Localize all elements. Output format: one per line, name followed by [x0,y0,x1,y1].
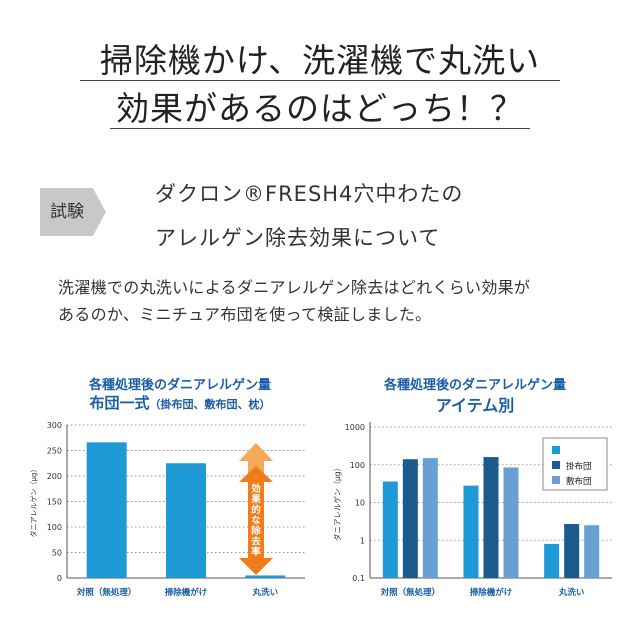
y-tick-label: 100 [47,523,62,532]
legend-swatch [552,461,560,469]
divider [80,80,560,81]
y-tick-label: 1000 [345,423,365,432]
bar [463,485,479,578]
legend-label: 掛布団 [566,461,592,472]
bar [564,523,580,578]
x-tick-label: 丸洗い [252,587,279,598]
chart1-title: 各種処理後のダニアレルゲン量 [88,378,271,393]
annotation-char: 果 [250,495,261,506]
bar [483,457,499,578]
headline-line-2: 効果があるのはどっち！？ [116,89,524,128]
description-line-2: あるのか、ミニチュア布団を使って検証しました。 [58,305,432,324]
subtitle-line-1: ダクロン®FRESH4穴中わたの [155,182,464,206]
annotation-char: な [251,516,261,527]
chart1-subtitle-note: （掛布団、敷布団、枕） [149,398,271,411]
bar [245,575,286,578]
y-axis-label: ダニアレルゲン（µg） [29,466,38,538]
y-tick-label: 10 [355,499,365,508]
bar [584,525,600,578]
y-tick-label: 300 [47,421,62,430]
y-tick-label: 100 [350,461,365,470]
y-tick-label: 0.1 [352,574,365,583]
y-tick-label: 200 [47,472,62,481]
bar [402,459,418,578]
y-tick-label: 0 [57,574,62,583]
description-line-1: 洗濯機での丸洗いによるダニアレルゲン除去はどれくらい効果が [58,278,531,297]
reduction-arrow [239,466,273,575]
bar [382,481,398,578]
chart1-subtitle: 布団一式（掛布団、敷布団、枕） [40,392,320,413]
annotation-char: 去 [251,536,261,548]
test-badge: 試験 [40,188,106,236]
chart2-subtitle: アイテム別 [435,396,515,415]
annotation-char: 除 [251,525,261,537]
x-tick-label: 対照（無処理） [76,587,137,598]
bar [544,543,560,578]
y-tick-label: 1 [360,536,365,545]
annotation-char: 効 [251,483,261,495]
x-tick-label: 掃除機がけ [165,587,208,598]
bar [166,463,206,578]
chart2-title: 各種処理後のダニアレルゲン量 [383,378,566,393]
x-tick-label: 掃除機がけ [470,587,513,598]
x-tick-label: 対照（無処理） [380,587,441,598]
y-tick-label: 50 [52,549,62,558]
y-tick-label: 150 [47,498,62,507]
bar [422,458,438,578]
bar [503,467,519,578]
legend-swatch [552,476,560,484]
annotation-char: 率 [251,546,261,558]
annotation-char: 的 [251,504,261,516]
subtitle-line-2: アレルゲン除去効果について [155,226,441,250]
x-tick-label: 丸洗い [558,587,585,598]
legend-label: 敷布団 [566,476,592,487]
bar [86,442,127,578]
y-axis-label: ダニアレルゲン（µg） [332,464,342,541]
divider [110,128,530,129]
legend-swatch [552,446,560,454]
y-tick-label: 250 [47,447,62,456]
headline-line-1: 掃除機かけ、洗濯機で丸洗い [99,41,541,80]
chart1-subtitle-main: 布団一式 [89,394,150,412]
